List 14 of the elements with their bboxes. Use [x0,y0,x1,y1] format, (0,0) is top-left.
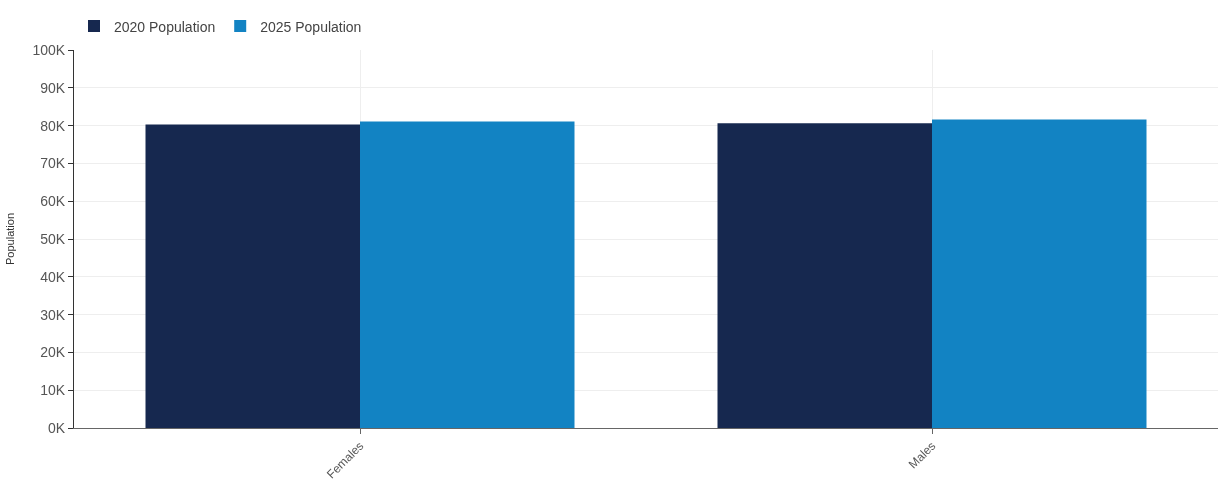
y-tick-label: 100K [32,41,66,58]
y-tick-label: 30K [40,306,66,323]
y-tick-label: 90K [40,79,66,96]
y-tick-label: 10K [40,382,66,399]
legend-label: 2025 Population [260,18,362,35]
y-tick-label: 0K [48,419,66,436]
y-tick-label: 40K [40,268,66,285]
y-tick-label: 60K [40,193,66,210]
legend-label: 2020 Population [114,18,216,35]
y-tick-label: 70K [40,155,66,172]
y-tick-label: 50K [40,230,66,247]
y-axis-title: Population [4,213,17,265]
y-tick-label: 20K [40,344,66,361]
y-tick-label: 80K [40,117,66,134]
